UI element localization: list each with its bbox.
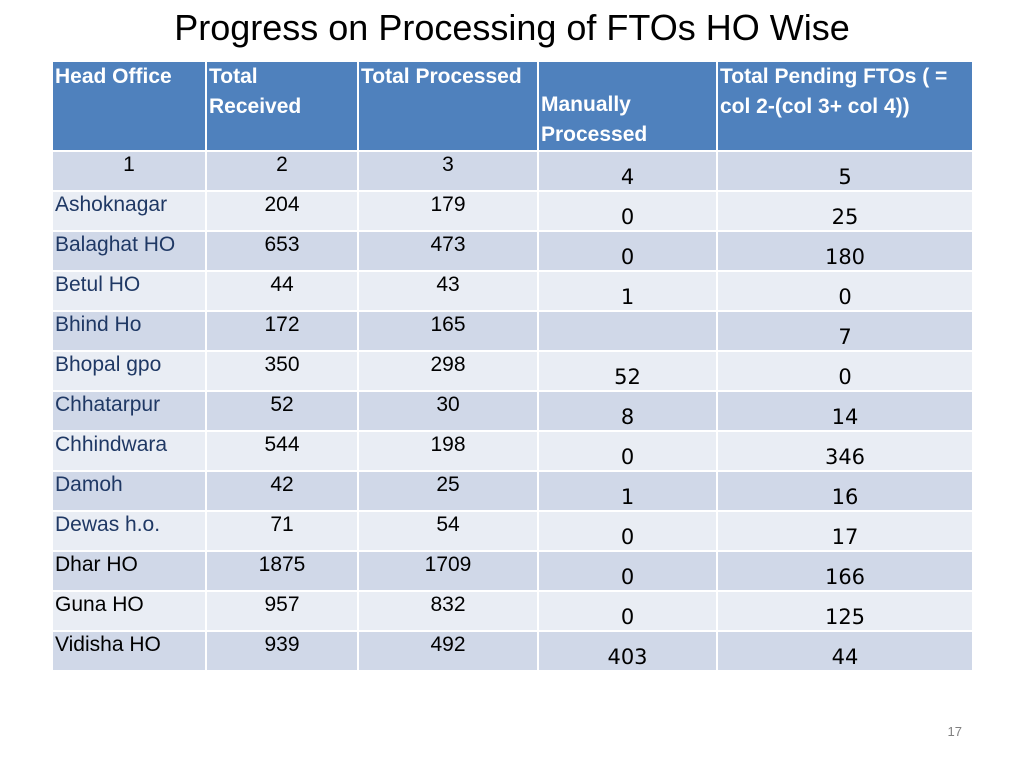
total-processed-cell: 54: [357, 510, 539, 552]
table-row: Guna HO 957 832 0 125: [51, 590, 974, 632]
header-manually-processed: Manually Processed: [537, 60, 718, 152]
table-row: Chhatarpur 52 30 8 14: [51, 390, 974, 432]
head-office-cell: Damoh: [51, 470, 207, 512]
total-received-cell: 44: [205, 270, 359, 312]
total-received-cell: 939: [205, 630, 359, 672]
column-number: 4: [537, 150, 718, 192]
total-received-cell: 204: [205, 190, 359, 232]
head-office-cell: Ashoknagar: [51, 190, 207, 232]
column-number: 1: [51, 150, 207, 192]
total-received-cell: 42: [205, 470, 359, 512]
manually-processed-cell: 1: [537, 470, 718, 512]
table-row: Chhindwara 544 198 0 346: [51, 430, 974, 472]
total-processed-cell: 30: [357, 390, 539, 432]
manually-processed-cell: 0: [537, 590, 718, 632]
total-processed-cell: 25: [357, 470, 539, 512]
manually-processed-cell: 0: [537, 510, 718, 552]
head-office-cell: Bhind Ho: [51, 310, 207, 352]
header-head-office: Head Office: [51, 60, 207, 152]
total-pending-cell: 25: [716, 190, 974, 232]
total-processed-cell: 1709: [357, 550, 539, 592]
total-pending-cell: 14: [716, 390, 974, 432]
table-row: Dhar HO 1875 1709 0 166: [51, 550, 974, 592]
table-body: 1 2 3 4 5 Ashoknagar 204 179 0 25 Balaghat HO…: [51, 150, 974, 672]
total-processed-cell: 298: [357, 350, 539, 392]
total-received-cell: 1875: [205, 550, 359, 592]
total-pending-cell: 44: [716, 630, 974, 672]
manually-processed-cell: 0: [537, 190, 718, 232]
header-total-received: Total Received: [205, 60, 359, 152]
total-received-cell: 544: [205, 430, 359, 472]
head-office-cell: Betul HO: [51, 270, 207, 312]
table-header-row: Head Office Total Received Total Process…: [51, 60, 974, 152]
total-pending-cell: 7: [716, 310, 974, 352]
manually-processed-cell: 403: [537, 630, 718, 672]
manually-processed-cell: 0: [537, 230, 718, 272]
manually-processed-cell: 0: [537, 550, 718, 592]
total-received-cell: 52: [205, 390, 359, 432]
table-row: Bhopal gpo 350 298 52 0: [51, 350, 974, 392]
head-office-cell: Bhopal gpo: [51, 350, 207, 392]
header-total-pending: Total Pending FTOs ( = col 2-(col 3+ col…: [716, 60, 974, 152]
table-row: Balaghat HO 653 473 0 180: [51, 230, 974, 272]
total-processed-cell: 198: [357, 430, 539, 472]
table-row: Betul HO 44 43 1 0: [51, 270, 974, 312]
manually-processed-cell: 8: [537, 390, 718, 432]
page-number: 17: [947, 724, 962, 739]
total-received-cell: 71: [205, 510, 359, 552]
manually-processed-cell: 52: [537, 350, 718, 392]
total-received-cell: 957: [205, 590, 359, 632]
total-processed-cell: 473: [357, 230, 539, 272]
head-office-cell: Guna HO: [51, 590, 207, 632]
column-number-row: 1 2 3 4 5: [51, 150, 974, 192]
manually-processed-cell: 0: [537, 430, 718, 472]
total-received-cell: 172: [205, 310, 359, 352]
total-received-cell: 350: [205, 350, 359, 392]
total-processed-cell: 832: [357, 590, 539, 632]
slide-title: Progress on Processing of FTOs HO Wise: [174, 7, 850, 48]
total-processed-cell: 165: [357, 310, 539, 352]
head-office-cell: Balaghat HO: [51, 230, 207, 272]
head-office-cell: Vidisha HO: [51, 630, 207, 672]
total-pending-cell: 166: [716, 550, 974, 592]
head-office-cell: Chhatarpur: [51, 390, 207, 432]
table-row: Ashoknagar 204 179 0 25: [51, 190, 974, 232]
total-pending-cell: 0: [716, 350, 974, 392]
total-pending-cell: 0: [716, 270, 974, 312]
manually-processed-cell: [537, 310, 718, 352]
column-number: 3: [357, 150, 539, 192]
total-pending-cell: 16: [716, 470, 974, 512]
head-office-cell: Chhindwara: [51, 430, 207, 472]
total-pending-cell: 17: [716, 510, 974, 552]
total-pending-cell: 180: [716, 230, 974, 272]
total-processed-cell: 43: [357, 270, 539, 312]
total-pending-cell: 125: [716, 590, 974, 632]
head-office-cell: Dewas h.o.: [51, 510, 207, 552]
total-received-cell: 653: [205, 230, 359, 272]
table-row: Bhind Ho 172 165 7: [51, 310, 974, 352]
header-total-processed: Total Processed: [357, 60, 539, 152]
table-row: Dewas h.o. 71 54 0 17: [51, 510, 974, 552]
total-processed-cell: 492: [357, 630, 539, 672]
total-pending-cell: 346: [716, 430, 974, 472]
column-number: 2: [205, 150, 359, 192]
total-processed-cell: 179: [357, 190, 539, 232]
head-office-cell: Dhar HO: [51, 550, 207, 592]
table-row: Vidisha HO 939 492 403 44: [51, 630, 974, 672]
table-row: Damoh 42 25 1 16: [51, 470, 974, 512]
fto-progress-table: Head Office Total Received Total Process…: [51, 60, 974, 672]
column-number: 5: [716, 150, 974, 192]
manually-processed-cell: 1: [537, 270, 718, 312]
